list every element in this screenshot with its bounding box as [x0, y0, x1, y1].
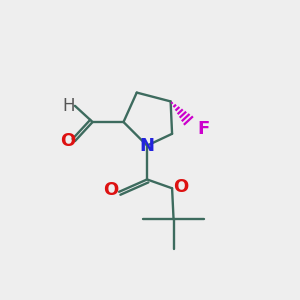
Text: O: O	[103, 181, 118, 199]
Text: O: O	[173, 178, 188, 196]
Text: N: N	[140, 136, 154, 154]
Text: O: O	[60, 132, 75, 150]
Text: H: H	[62, 97, 75, 115]
Text: F: F	[198, 120, 210, 138]
